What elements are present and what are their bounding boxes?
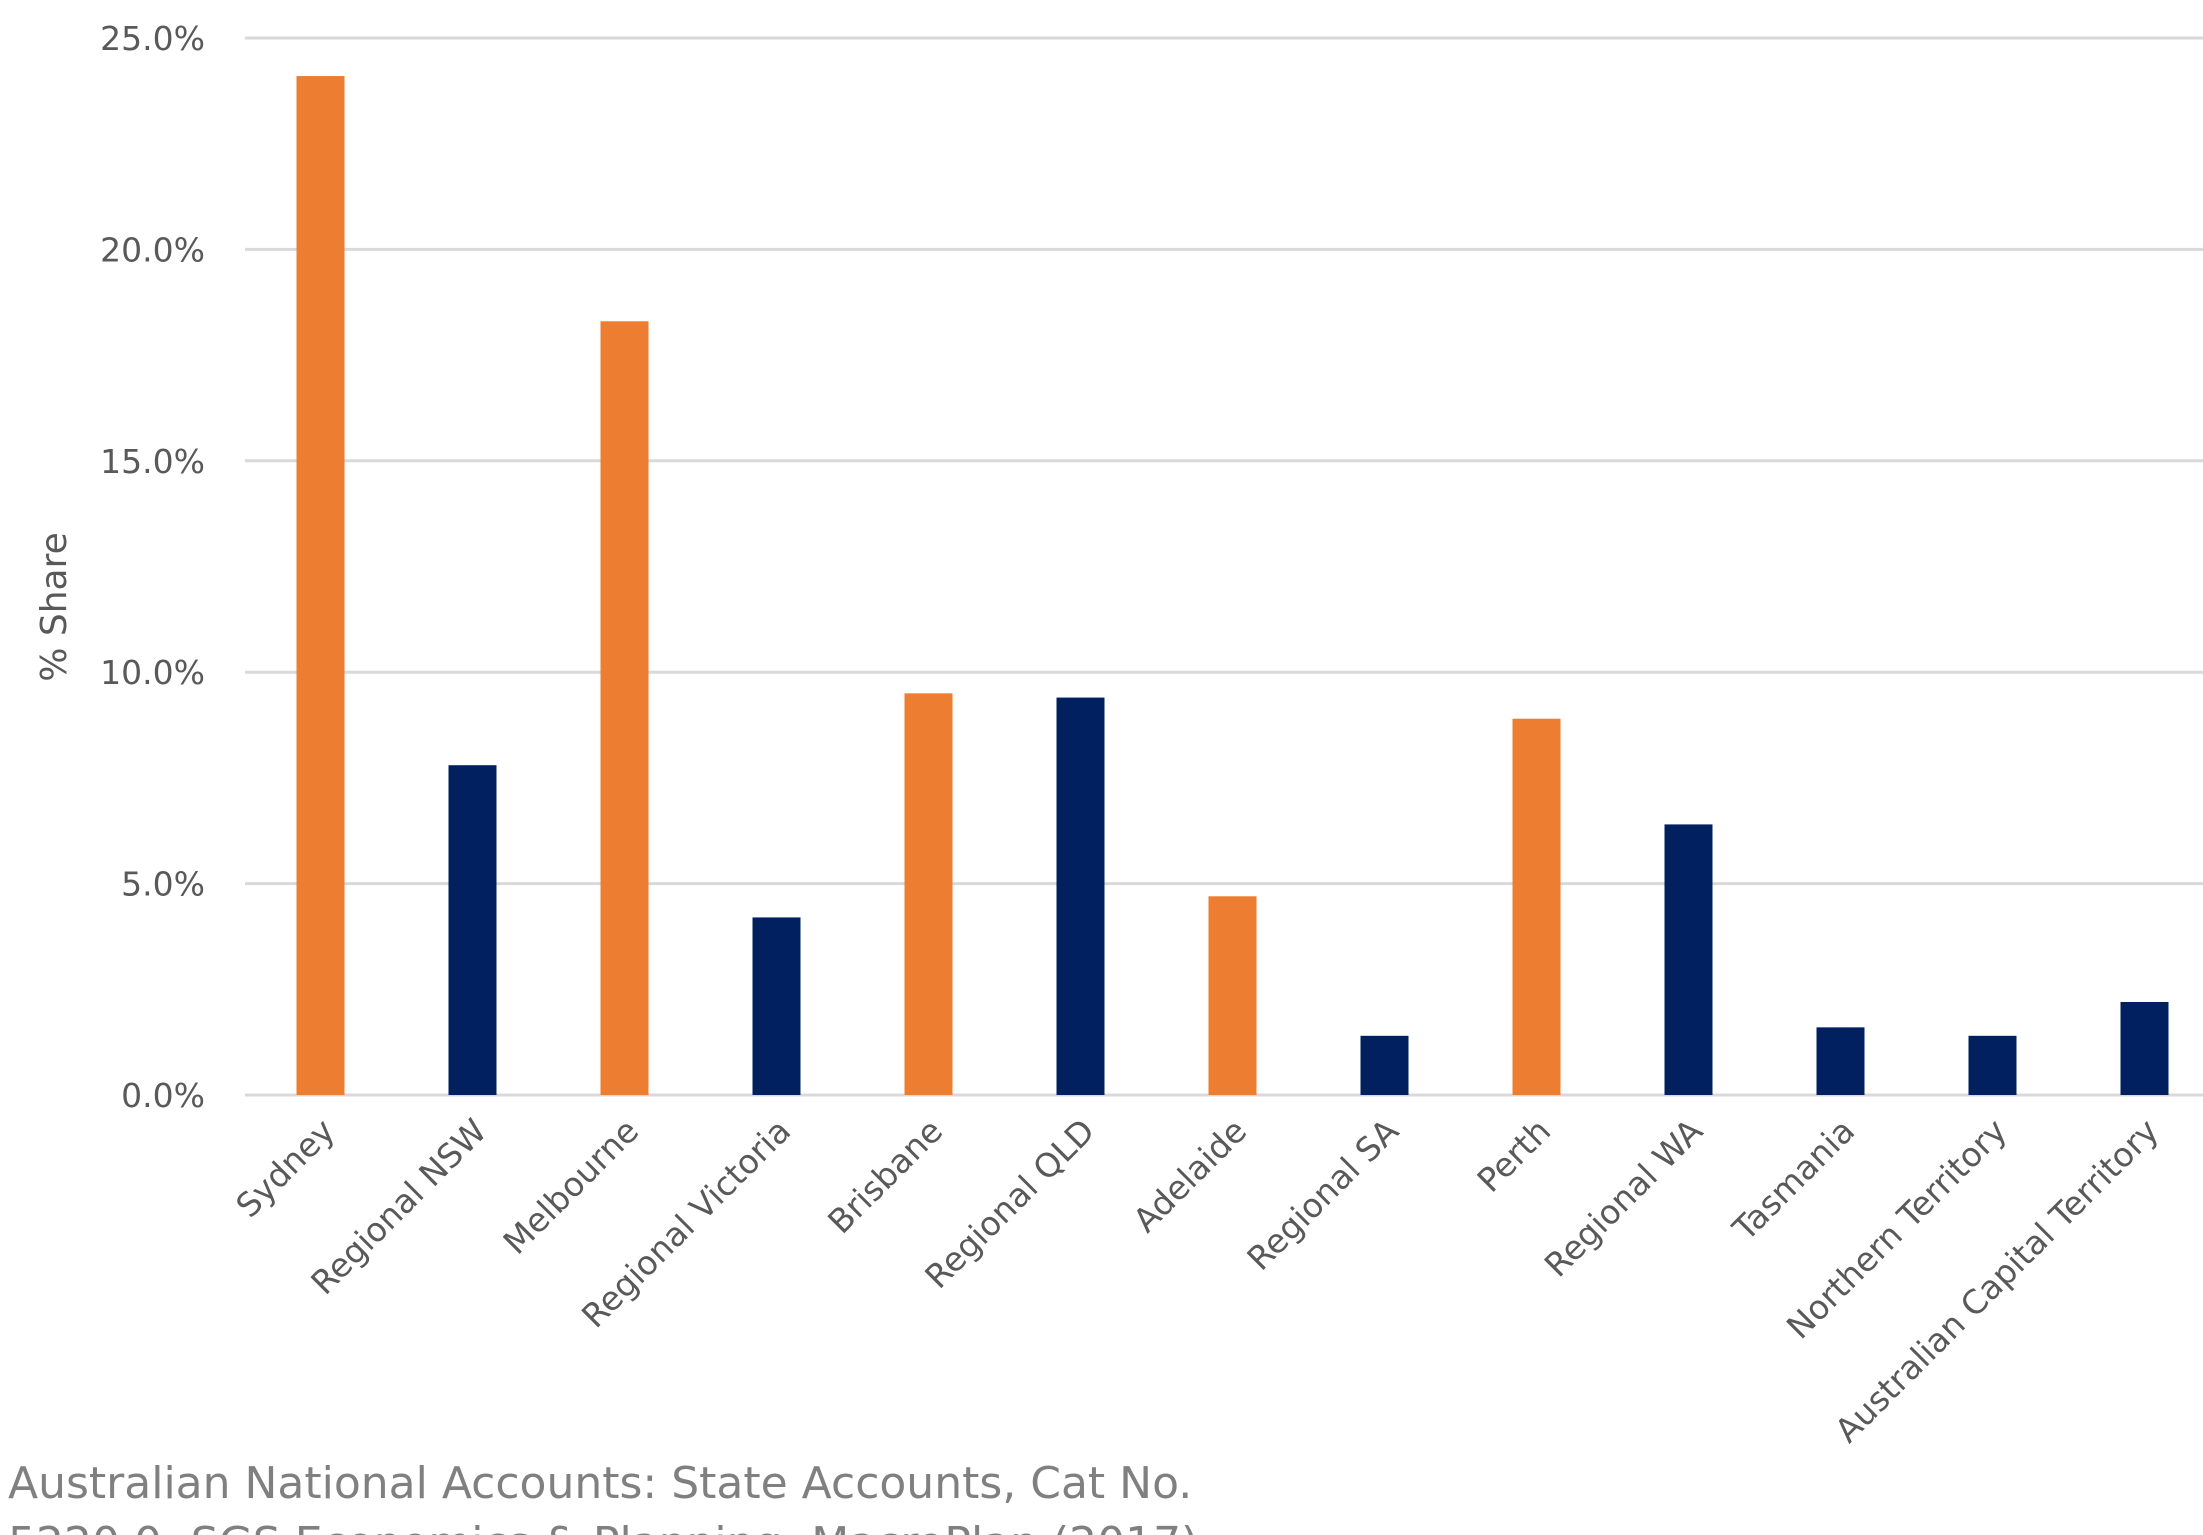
x-tick-label: Adelaide bbox=[1125, 1111, 1254, 1240]
x-tick-label: Perth bbox=[1469, 1111, 1558, 1200]
bar-tasmania bbox=[1816, 1027, 1865, 1095]
y-tick-labels: 0.0% 5.0% 10.0% 15.0% 20.0% 25.0% bbox=[100, 19, 205, 1115]
bar-regional-victoria bbox=[752, 917, 801, 1095]
gridlines bbox=[245, 36, 2203, 1097]
y-tick-label: 15.0% bbox=[100, 442, 205, 481]
bar-regional-nsw bbox=[448, 765, 497, 1095]
bar-northern-territory bbox=[1968, 1035, 2017, 1095]
y-tick-label: 5.0% bbox=[121, 865, 205, 904]
y-tick-label: 10.0% bbox=[100, 653, 205, 692]
bar-regional-wa bbox=[1664, 824, 1713, 1095]
x-tick-label: Brisbane bbox=[820, 1111, 950, 1241]
y-tick-label: 25.0% bbox=[100, 19, 205, 58]
bar-perth bbox=[1512, 718, 1561, 1095]
x-tick-label: Melbourne bbox=[495, 1111, 646, 1262]
bar-regional-qld bbox=[1056, 697, 1105, 1095]
source-note-line-1: Australian National Accounts: State Acco… bbox=[8, 1458, 1192, 1509]
y-tick-label: 0.0% bbox=[121, 1076, 205, 1115]
x-tick-label: Regional SA bbox=[1239, 1111, 1406, 1278]
bar-melbourne bbox=[600, 321, 649, 1095]
y-axis-title: % Share bbox=[34, 532, 75, 682]
bar-regional-sa bbox=[1360, 1035, 1409, 1095]
bar-adelaide bbox=[1208, 896, 1257, 1095]
x-tick-label: Sydney bbox=[228, 1111, 342, 1225]
bar-australian-capital-territory bbox=[2120, 1001, 2169, 1095]
bars bbox=[296, 76, 2169, 1095]
x-tick-label: Regional WA bbox=[1537, 1111, 1711, 1285]
x-tick-label: Australian Capital Territory bbox=[1827, 1111, 2166, 1450]
x-tick-label: Tasmania bbox=[1724, 1111, 1862, 1249]
bar-brisbane bbox=[904, 693, 953, 1095]
source-note-line-2: 5220.0; SGS Economics & Planning; MacroP… bbox=[8, 1518, 1198, 1535]
bar-sydney bbox=[296, 76, 345, 1095]
y-tick-label: 20.0% bbox=[100, 230, 205, 269]
